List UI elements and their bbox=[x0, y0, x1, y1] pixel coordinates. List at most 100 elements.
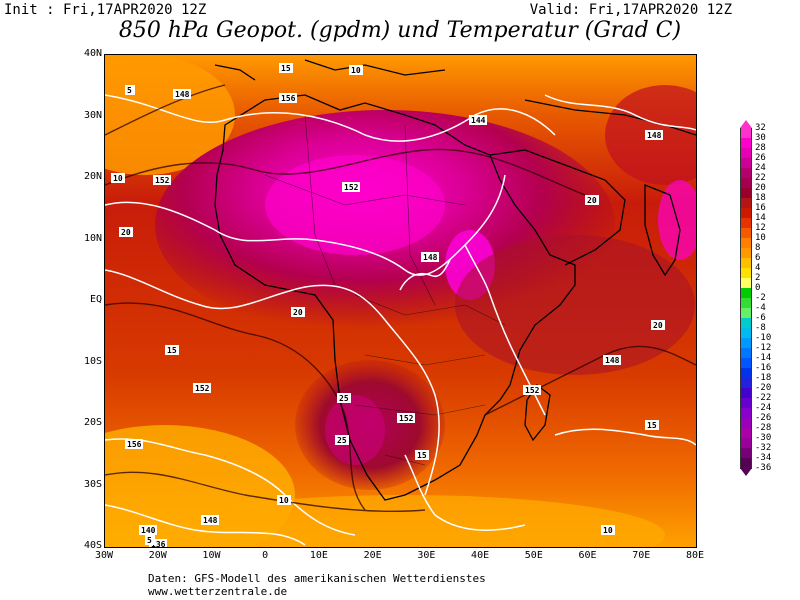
legend-swatch bbox=[740, 188, 752, 199]
svg-text:20: 20 bbox=[121, 228, 131, 237]
geopot-label: 152 bbox=[193, 383, 211, 393]
legend-swatch bbox=[740, 288, 752, 299]
temp-label: 15 bbox=[279, 63, 293, 73]
sahara-peak bbox=[265, 155, 445, 255]
isotherm-20-north bbox=[105, 148, 586, 196]
legend-value: -24 bbox=[755, 403, 772, 413]
svg-text:152: 152 bbox=[155, 176, 170, 185]
legend-value: 2 bbox=[755, 273, 761, 283]
legend-swatch bbox=[740, 328, 752, 339]
borders bbox=[264, 114, 506, 466]
legend-swatch bbox=[740, 428, 752, 439]
temp-label: 20 bbox=[119, 227, 133, 237]
temp-label: 5 bbox=[145, 535, 155, 545]
longitude-label: 10E bbox=[309, 550, 328, 561]
temp-label: 5 bbox=[125, 85, 135, 95]
temp-label: 20 bbox=[585, 195, 599, 205]
geopot-label: 148 bbox=[421, 252, 439, 262]
legend-swatch bbox=[740, 248, 752, 259]
contour-144-south bbox=[105, 504, 306, 546]
longitude-label: 20W bbox=[148, 550, 167, 561]
legend-swatch bbox=[740, 388, 752, 399]
legend-swatch bbox=[740, 128, 752, 139]
legend-swatch bbox=[740, 448, 752, 459]
longitude-label: 60E bbox=[578, 550, 597, 561]
longitude-label: 10W bbox=[202, 550, 221, 561]
latitude-label: 20N bbox=[83, 171, 102, 182]
contour-148 bbox=[105, 94, 556, 142]
legend-swatch bbox=[740, 358, 752, 369]
geopot-label: 148 bbox=[603, 355, 621, 365]
svg-text:5: 5 bbox=[127, 86, 132, 95]
temp-label: 15 bbox=[415, 450, 429, 460]
legend-value: -18 bbox=[755, 373, 772, 383]
data-source-text: Daten: GFS-Modell des amerikanischen Wet… bbox=[148, 572, 486, 585]
longitude-label: 70E bbox=[632, 550, 651, 561]
arabia-coast bbox=[489, 149, 626, 266]
legend-value: -30 bbox=[755, 433, 772, 443]
temp-label: 25 bbox=[335, 435, 349, 445]
legend-value: 14 bbox=[755, 213, 766, 223]
india-coast bbox=[644, 184, 681, 277]
latitude-label: 30N bbox=[83, 109, 102, 121]
geopot-label: 152 bbox=[397, 413, 415, 423]
geopot-label: 152 bbox=[523, 385, 541, 395]
legend-swatch bbox=[740, 318, 752, 329]
isotherm-20-west bbox=[105, 302, 366, 511]
legend-swatch bbox=[740, 278, 752, 289]
legend-value: 32 bbox=[755, 123, 766, 133]
svg-text:20: 20 bbox=[293, 308, 303, 317]
legend-value: -26 bbox=[755, 413, 772, 423]
longitude-label: 80E bbox=[685, 550, 705, 561]
legend-value: -14 bbox=[755, 353, 772, 363]
longitude-label: 30W bbox=[94, 550, 114, 561]
svg-text:156: 156 bbox=[127, 440, 142, 449]
contour-148-asia bbox=[544, 94, 696, 131]
legend-value: 0 bbox=[755, 283, 761, 293]
legend-value: 22 bbox=[755, 173, 766, 183]
legend-value: -34 bbox=[755, 453, 772, 463]
legend-value: 20 bbox=[755, 183, 766, 193]
isotherm-15-south bbox=[105, 471, 426, 512]
latitude-label: 10S bbox=[83, 355, 102, 367]
coastlines bbox=[214, 59, 696, 501]
legend-swatch bbox=[740, 258, 752, 269]
legend-swatch bbox=[740, 408, 752, 419]
legend-value: -32 bbox=[755, 443, 772, 453]
weather-map: 148 152 156 144 140 136 152 148 152 152 … bbox=[104, 54, 697, 548]
contour-148-loop bbox=[399, 259, 451, 291]
svg-text:10: 10 bbox=[279, 496, 289, 505]
legend-swatch bbox=[740, 458, 752, 469]
africa-coast bbox=[214, 94, 576, 501]
legend-value: -12 bbox=[755, 343, 772, 353]
website-link[interactable]: www.wetterzentrale.de bbox=[148, 585, 288, 598]
legend-swatch bbox=[740, 398, 752, 409]
temp-label: 10 bbox=[349, 65, 363, 75]
geopot-label: 148 bbox=[173, 89, 191, 99]
temperature-legend-bar bbox=[740, 120, 752, 476]
temp-label: 10 bbox=[277, 495, 291, 505]
temp-label: 15 bbox=[165, 345, 179, 355]
isotherm-10-north bbox=[105, 84, 226, 136]
legend-swatch bbox=[740, 268, 752, 279]
svg-text:25: 25 bbox=[339, 394, 349, 403]
contour-148-south bbox=[105, 438, 356, 536]
svg-text:5: 5 bbox=[147, 536, 152, 545]
legend-value: -2 bbox=[755, 293, 766, 303]
temp-label: 25 bbox=[337, 393, 351, 403]
svg-text:156: 156 bbox=[281, 94, 296, 103]
geopot-label: 148 bbox=[645, 130, 663, 140]
contour-labels: 148 152 156 144 140 136 152 148 152 152 … bbox=[111, 63, 665, 547]
legend-value: 12 bbox=[755, 223, 766, 233]
legend-swatch bbox=[740, 158, 752, 169]
svg-text:148: 148 bbox=[175, 90, 190, 99]
map-canvas: 148 152 156 144 140 136 152 148 152 152 … bbox=[105, 55, 696, 547]
svg-text:136: 136 bbox=[151, 540, 166, 547]
latitude-label: 10N bbox=[83, 232, 102, 244]
legend-bottom-arrow bbox=[740, 468, 752, 476]
asia-coast bbox=[524, 99, 696, 136]
svg-text:152: 152 bbox=[344, 183, 359, 192]
geopot-label: 152 bbox=[342, 182, 360, 192]
latitude-label: 30S bbox=[83, 478, 102, 490]
svg-text:15: 15 bbox=[417, 451, 427, 460]
